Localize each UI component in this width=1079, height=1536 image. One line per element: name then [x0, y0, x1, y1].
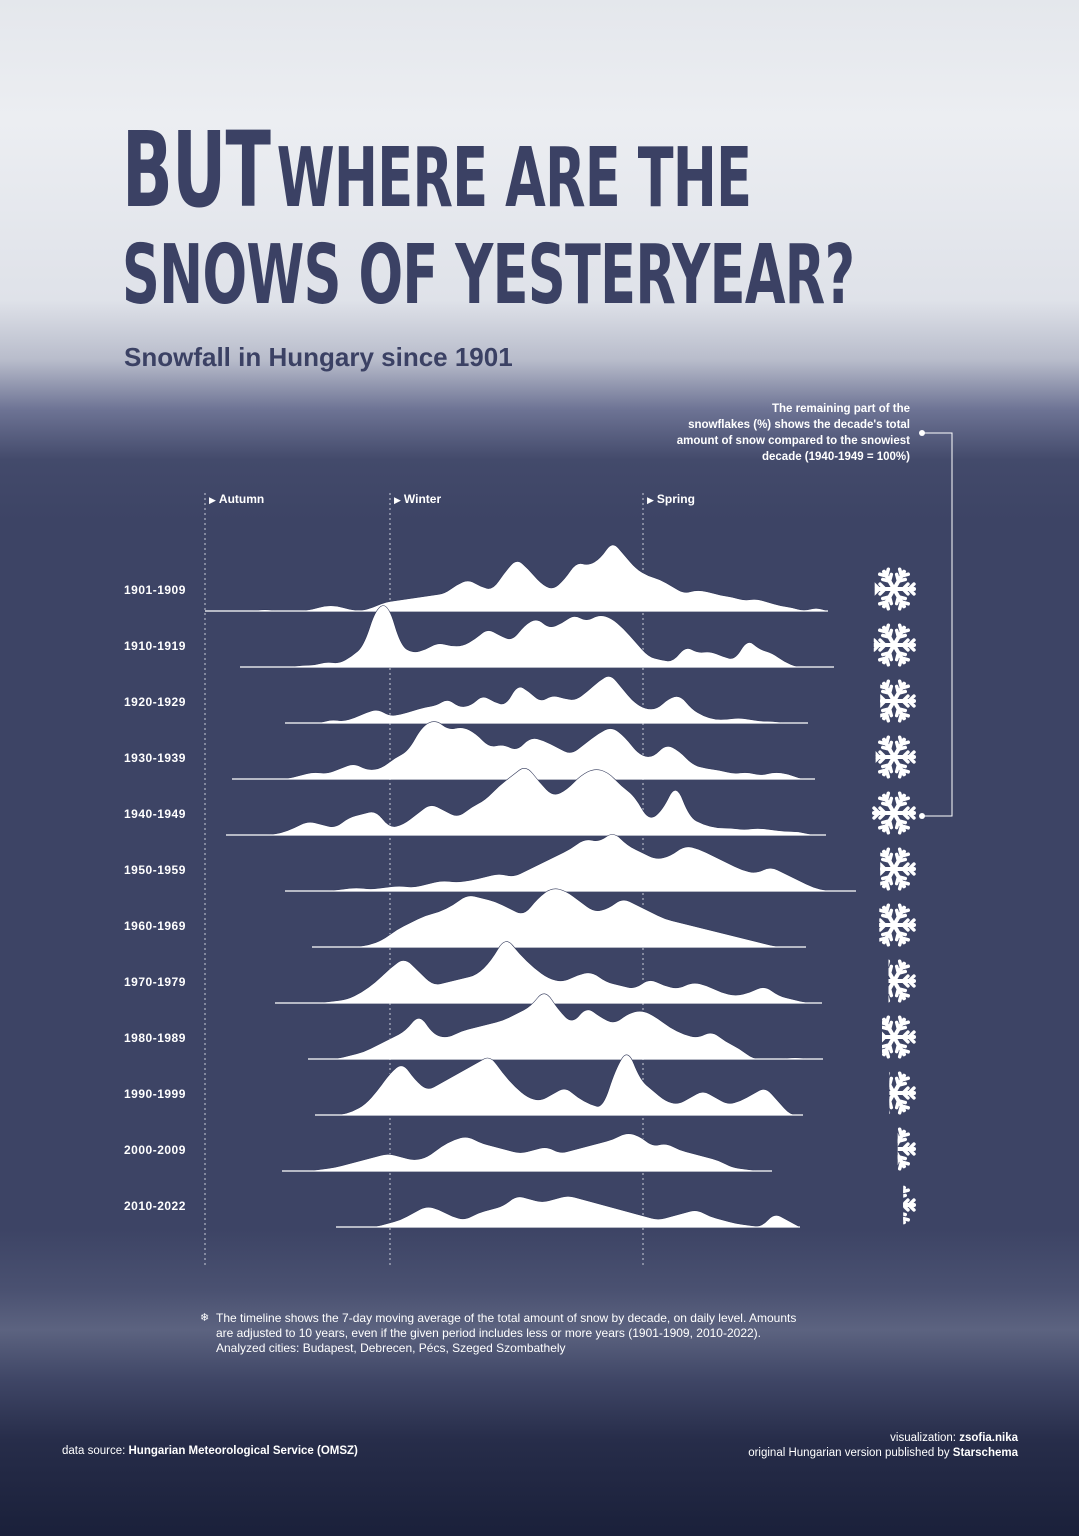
credit-viz: visualization: zsofia.nika — [748, 1431, 1018, 1446]
ridge-area-1950-1959 — [284, 834, 856, 892]
triangle-icon: ▶ — [209, 495, 216, 505]
ridge-area-1901-1909 — [205, 544, 829, 612]
snowflake-icon: ❄ — [200, 1312, 210, 1324]
footnote-line: The timeline shows the 7-day moving aver… — [216, 1311, 797, 1325]
bracket-dot — [919, 813, 925, 819]
season-text: Spring — [656, 492, 695, 506]
annotation-line: amount of snow compared to the snowiest — [676, 435, 910, 447]
credit-viz-label: visualization: — [890, 1432, 960, 1444]
triangle-icon: ▶ — [647, 495, 654, 505]
snowflake-icon — [875, 735, 916, 779]
ridge-area-2010-2022 — [335, 1196, 801, 1228]
footnote-line: are adjusted to 10 years, even if the gi… — [216, 1326, 761, 1340]
snowflake-annotation: The remaining part of the snowflakes (%)… — [640, 401, 910, 465]
decade-label: 1930-1939 — [124, 751, 186, 765]
ridge-area-1930-1939 — [232, 721, 815, 780]
snowflake-icon — [897, 1127, 916, 1171]
season-text: Winter — [403, 492, 442, 506]
snowflake-icon — [888, 959, 916, 1003]
title-line2: SNOWS OF YESTERYEAR? — [122, 228, 855, 323]
decade-label: 1940-1949 — [124, 807, 186, 821]
ridge-area-2000-2009 — [282, 1133, 772, 1172]
season-text: Autumn — [218, 492, 265, 506]
source-label: data source: — [62, 1445, 129, 1457]
decade-label: 1901-1909 — [124, 583, 186, 597]
snowflake-icon — [882, 1015, 916, 1059]
snowflake-icon — [874, 567, 916, 611]
credits: visualization: zsofia.nika original Hung… — [748, 1431, 1018, 1461]
title-rest-line1: WHERE ARE THE — [276, 131, 752, 226]
triangle-icon: ▶ — [394, 495, 401, 505]
decade-label: 1910-1919 — [124, 639, 186, 653]
snowflake-icon — [880, 679, 916, 723]
ridge-area-1990-1999 — [315, 1054, 803, 1116]
page-subtitle: Snowfall in Hungary since 1901 — [124, 342, 513, 372]
ridge-area-1970-1979 — [275, 941, 822, 1004]
snowflake-icon — [880, 847, 916, 891]
credit-viz-name: zsofia.nika — [959, 1432, 1018, 1444]
annotation-line: snowflakes (%) shows the decade's total — [688, 419, 910, 431]
season-label-spring: ▶ Spring — [647, 492, 695, 506]
decade-label: 1950-1959 — [124, 863, 186, 877]
decade-label: 1920-1929 — [124, 695, 186, 709]
title-word-but: BUT — [122, 109, 271, 231]
snowflake-icon — [872, 791, 916, 835]
page-title: BUT WHERE ARE THE SNOWS OF YESTERYEAR? — [122, 118, 855, 323]
credit-pub-name: Starschema — [952, 1447, 1018, 1459]
decade-label: 1980-1989 — [124, 1031, 186, 1045]
annotation-line: The remaining part of the — [771, 403, 910, 415]
source-name: Hungarian Meteorological Service (OMSZ) — [128, 1445, 358, 1457]
snowflake-icon — [889, 1071, 916, 1115]
snowflake-icon — [873, 623, 916, 667]
ridge-area-1980-1989 — [308, 993, 823, 1060]
footnote-line: Analyzed cities: Budapest, Debrecen, Péc… — [216, 1341, 566, 1355]
season-label-autumn: ▶ Autumn — [209, 492, 264, 506]
decade-label: 2000-2009 — [124, 1143, 186, 1157]
bracket-dot — [919, 430, 925, 436]
annotation-line: decade (1940-1949 = 100%) — [761, 451, 910, 463]
ridge-area-1940-1949 — [225, 767, 826, 836]
decade-label: 1990-1999 — [124, 1087, 186, 1101]
ridge-area-1910-1919 — [239, 605, 834, 668]
snowflake-icon — [879, 903, 916, 947]
season-label-winter: ▶ Winter — [394, 492, 441, 506]
ridge-area-1960-1969 — [312, 888, 806, 948]
data-source: data source: Hungarian Meteorological Se… — [62, 1445, 358, 1457]
credit-pub-label: original Hungarian version published by — [748, 1447, 953, 1459]
decade-label: 1970-1979 — [124, 975, 186, 989]
annotation-bracket — [922, 432, 953, 817]
ridge-area-1920-1929 — [285, 676, 808, 724]
credit-publisher: original Hungarian version published by … — [748, 1446, 1018, 1461]
decade-label: 1960-1969 — [124, 919, 186, 933]
footnote: ❄ The timeline shows the 7-day moving av… — [200, 1311, 840, 1356]
snowflake-icon — [903, 1185, 916, 1225]
decade-label: 2010-2022 — [124, 1199, 186, 1213]
